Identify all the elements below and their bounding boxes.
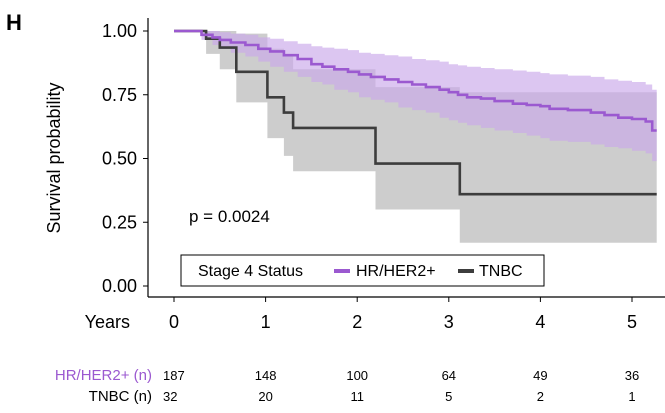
y-tick-label: 1.00 (102, 21, 137, 41)
y-tick-label: 0.50 (102, 149, 137, 169)
risk-row-label: TNBC (n) (89, 388, 152, 405)
legend-box (180, 254, 545, 287)
y-tick-label: 0.75 (102, 85, 137, 105)
risk-count: 32 (163, 389, 177, 404)
risk-count: 20 (258, 389, 272, 404)
legend-title: Stage 4 Status (198, 263, 303, 280)
legend-label-tnbc: TNBC (479, 263, 523, 280)
confidence-bands (174, 31, 657, 243)
x-tick-label: 4 (535, 312, 545, 332)
risk-count: 5 (445, 389, 452, 404)
risk-count: 1 (628, 389, 635, 404)
y-axis-title: Survival probability (44, 82, 64, 233)
risk-count: 11 (350, 389, 364, 404)
y-tick-label: 0.25 (102, 212, 137, 232)
ci-band-tnbc (174, 31, 657, 243)
risk-count: 187 (163, 368, 185, 383)
x-tick-label: 2 (352, 312, 362, 332)
risk-count: 36 (625, 368, 639, 383)
x-axis-title: Years (85, 312, 130, 332)
x-ticks: 0 1 2 3 4 5 (169, 297, 637, 332)
x-tick-label: 5 (627, 312, 637, 332)
legend-label-hr-her2: HR/HER2+ (356, 263, 436, 280)
risk-table: HR/HER2+ (n) 187 148 100 64 49 36 TNBC (n) 32 20 1… (55, 367, 639, 405)
y-ticks: 0.00 0.25 0.50 0.75 1.00 (102, 21, 148, 296)
y-tick-label: 0.00 (102, 276, 137, 296)
survival-curves (174, 29, 657, 196)
risk-row-label: HR/HER2+ (n) (55, 367, 152, 384)
p-value-annotation: p = 0.0024 (189, 207, 270, 226)
x-tick-label: 1 (261, 312, 271, 332)
x-tick-label: 0 (169, 312, 179, 332)
risk-count: 2 (537, 389, 544, 404)
x-tick-label: 3 (444, 312, 454, 332)
ci-band-hr-her2 (174, 31, 657, 162)
risk-count: 49 (533, 368, 547, 383)
panel-letter: H (6, 10, 22, 35)
survival-line-hr-her2 (174, 29, 657, 132)
risk-count: 148 (255, 368, 277, 383)
risk-count: 100 (346, 368, 368, 383)
risk-count: 64 (442, 368, 456, 383)
legend: Stage 4 Status HR/HER2+ TNBC (180, 254, 545, 287)
